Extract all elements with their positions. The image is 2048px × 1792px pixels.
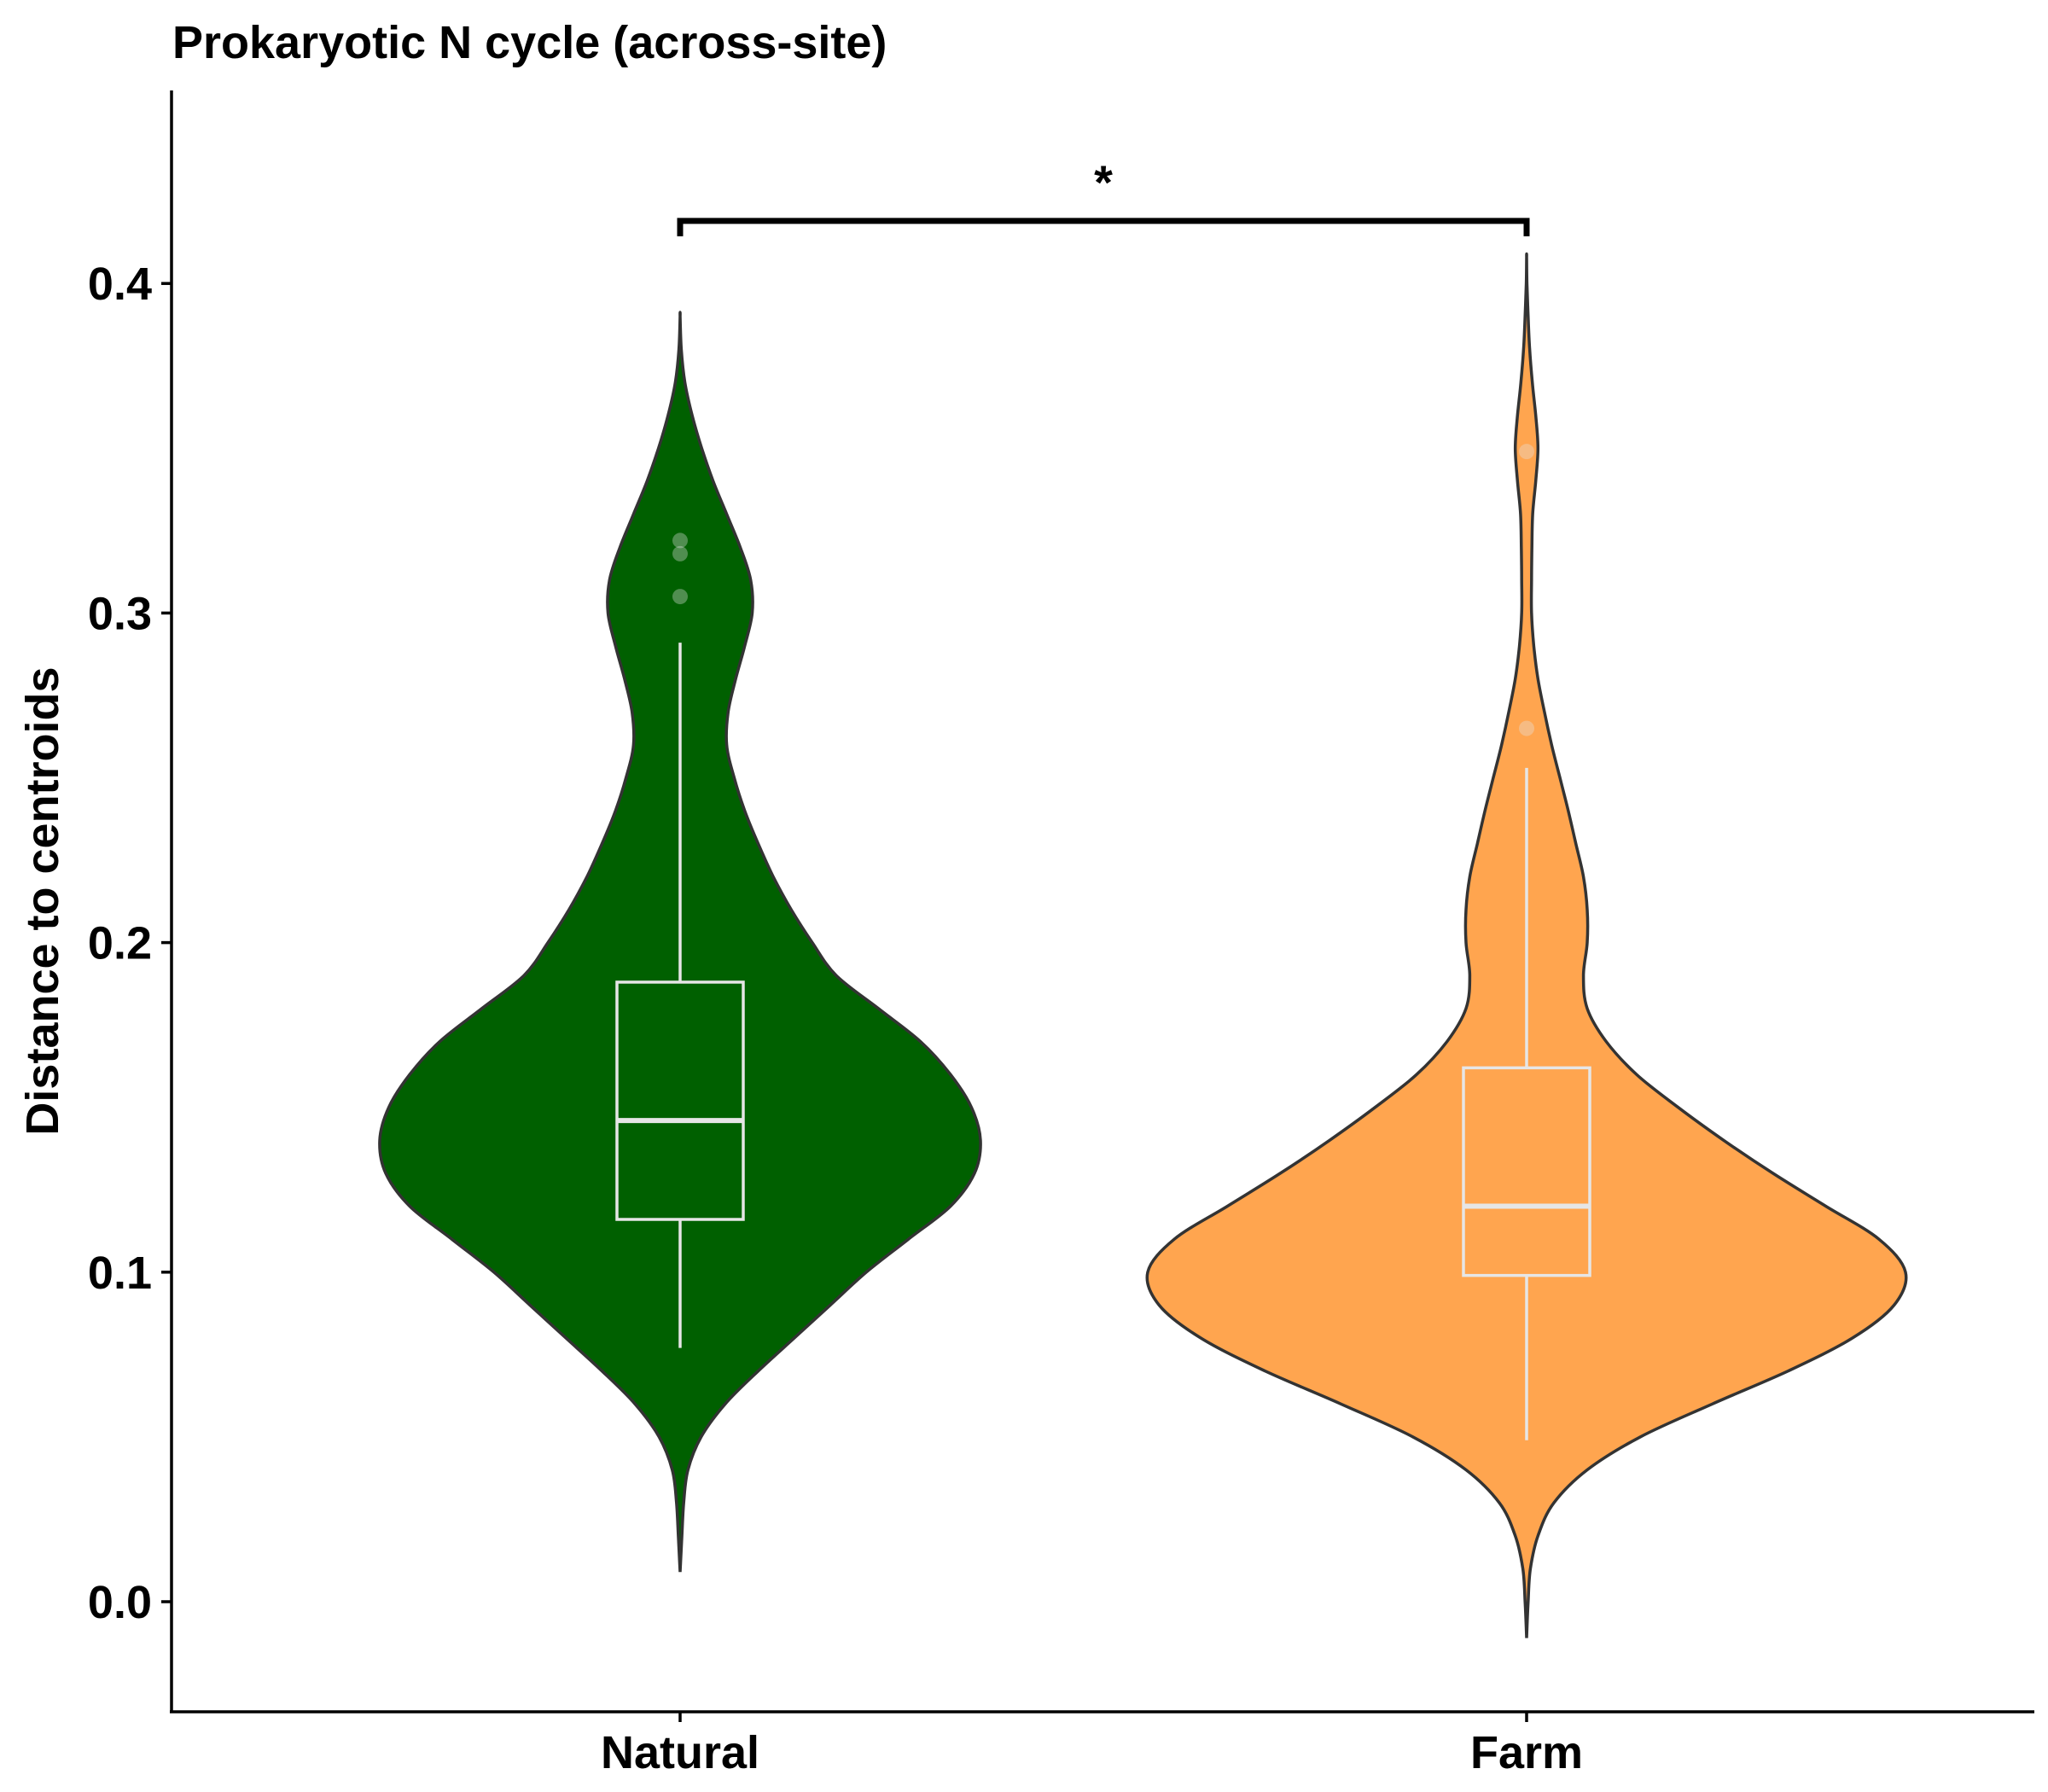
- outlier-point-natural: [672, 545, 688, 561]
- significance-line: [677, 218, 1530, 236]
- violin-group-farm: [1145, 252, 1908, 1638]
- plot-area: *: [378, 155, 1908, 1638]
- significance-bracket: *: [677, 155, 1530, 236]
- outlier-point-farm: [1519, 720, 1534, 736]
- violin-group-natural: [378, 311, 982, 1573]
- outlier-point-farm: [1519, 444, 1534, 460]
- outlier-point-natural: [672, 532, 688, 549]
- x-tick-label-farm: Farm: [1470, 1727, 1583, 1778]
- significance-label: *: [1094, 155, 1113, 209]
- y-tick-label: 0.1: [88, 1248, 152, 1299]
- x-tick-label-natural: Natural: [601, 1727, 759, 1778]
- chart-title: Prokaryotic N cycle (across-site): [172, 17, 887, 68]
- y-tick-label: 0.4: [88, 259, 152, 310]
- box-natural: [615, 980, 745, 1221]
- y-tick-label: 0.0: [88, 1577, 152, 1628]
- x-ticks: Natural Farm: [601, 1712, 1583, 1778]
- y-tick-label: 0.2: [88, 918, 152, 969]
- y-tick-label: 0.3: [88, 588, 152, 639]
- outlier-point-natural: [672, 589, 688, 605]
- y-axis-label: Distance to centroids: [17, 666, 68, 1135]
- y-ticks: 0.0 0.1 0.2 0.3 0.4: [88, 259, 172, 1628]
- box-farm: [1462, 1066, 1591, 1277]
